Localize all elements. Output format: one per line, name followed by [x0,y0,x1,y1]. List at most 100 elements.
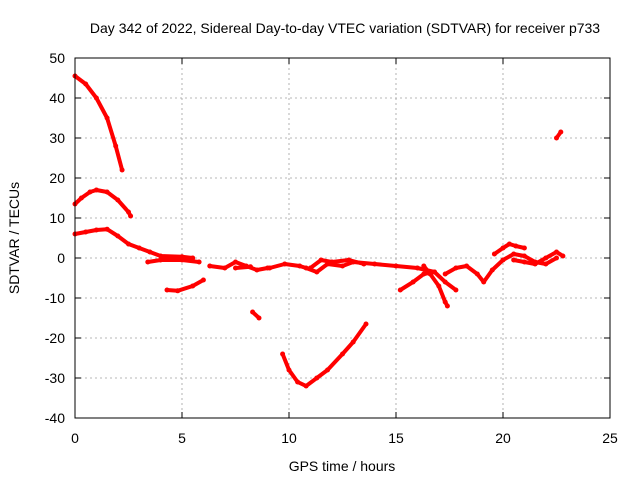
series-arc-15 [491,241,527,257]
y-tick-label: -40 [45,410,65,426]
series-line [73,74,125,172]
data-point [179,257,185,263]
data-point [489,267,495,273]
y-tick-label: 10 [49,210,65,226]
series-arc-16 [511,249,566,267]
y-tick-label: 40 [49,90,65,106]
data-point [136,245,142,251]
data-point [453,265,459,271]
data-point [104,189,110,195]
data-point [295,379,301,385]
series-arc-9 [267,259,437,275]
data-point [436,283,442,289]
data-point [521,245,527,251]
data-point [421,263,427,269]
data-point [558,129,564,135]
x-tick-label: 15 [388,430,404,446]
data-point [222,265,228,271]
data-point [93,95,99,101]
series-line [145,258,202,264]
data-point [147,249,153,255]
data-point [104,115,110,121]
data-point [307,265,313,271]
series-arc-3 [72,226,196,261]
data-point [393,263,399,269]
x-axis-title: GPS time / hours [289,458,396,474]
data-point [200,277,206,283]
data-point [427,271,433,277]
data-point [500,257,506,263]
data-point [410,279,416,285]
y-tick-label: 0 [57,250,65,266]
data-point [325,367,330,373]
series-line [73,227,195,260]
data-point [340,263,345,269]
data-point [164,287,170,293]
data-point [119,167,125,173]
data-point [254,267,260,273]
x-tick-label: 20 [495,430,511,446]
data-point [361,261,367,267]
series-arc-8 [250,309,262,321]
data-point [491,251,497,257]
series-arc-4 [145,257,202,265]
data-point [104,226,110,232]
data-point [93,227,99,233]
data-point [126,241,131,247]
data-point [442,279,448,285]
chart-title: Day 342 of 2022, Sidereal Day-to-day VTE… [90,20,600,36]
y-tick-label: 30 [49,130,65,146]
data-point [511,251,517,257]
data-point [87,189,93,195]
data-point [318,257,324,263]
data-point [158,253,164,259]
data-point [145,259,151,265]
data-point [207,263,213,269]
data-point [500,245,506,251]
data-point [554,249,559,255]
data-point [521,259,527,265]
x-tick-label: 25 [602,430,618,446]
data-point [474,271,480,277]
data-point [513,243,519,249]
series-arc-1 [72,73,125,173]
data-point [453,287,459,293]
y-tick-label: -30 [45,370,65,386]
series-line [280,322,368,388]
data-point [83,81,89,87]
data-point [115,233,121,239]
x-tick-label: 5 [178,430,186,446]
y-tick-label: 20 [49,170,65,186]
data-point [346,257,352,263]
data-point [282,261,288,267]
data-point [78,195,84,201]
x-tick-label: 10 [281,430,297,446]
data-point [444,303,450,309]
series-layer [72,73,566,389]
series-arc-5 [164,277,206,294]
y-tick-label: -10 [45,290,65,306]
data-point [297,263,303,269]
data-point [442,299,448,305]
data-point [511,257,517,263]
series-arc-7 [233,264,253,271]
data-point [250,309,256,315]
data-point [113,143,119,149]
data-point [554,135,559,141]
data-point [521,253,527,259]
x-tick-label: 0 [71,430,79,446]
series-arc-17 [554,129,564,141]
data-point [286,367,292,373]
series-arc-10 [307,257,367,271]
data-point [256,315,262,321]
data-point [340,351,345,357]
data-point [314,375,320,381]
data-point [464,263,470,269]
plot-frame [74,57,611,419]
data-point [314,269,320,275]
data-point [126,209,131,215]
data-point [93,187,99,193]
data-point [432,269,437,275]
data-point [196,259,202,265]
